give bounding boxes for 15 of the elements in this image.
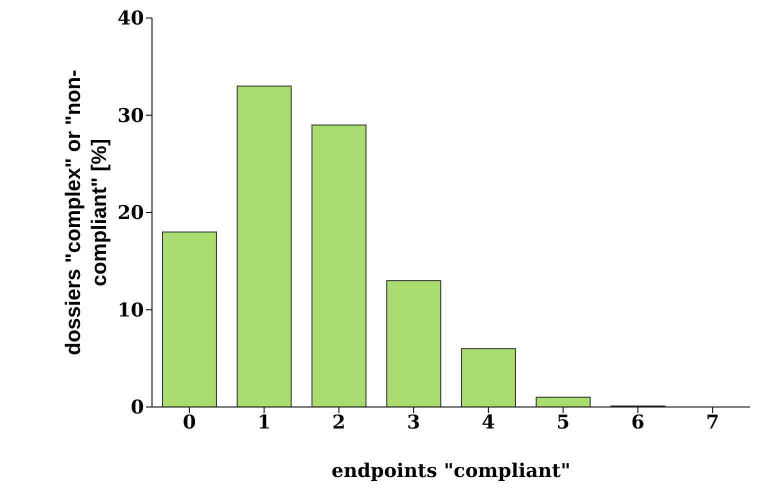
x-tick-label: 1 — [258, 411, 271, 434]
y-axis-title: dossiers "complex" or "non-compliant" [%] — [62, 70, 111, 356]
y-tick-label: 10 — [118, 299, 144, 322]
x-tick-label: 4 — [482, 411, 495, 434]
x-tick-label: 6 — [631, 411, 644, 434]
x-tick-label: 7 — [706, 411, 720, 434]
x-axis-title: endpoints "compliant" — [331, 460, 571, 482]
y-tick-label: 0 — [130, 396, 144, 419]
y-tick-label: 30 — [118, 104, 144, 127]
x-tick-label: 2 — [332, 411, 346, 434]
y-tick-label: 40 — [118, 8, 144, 30]
x-tick-label: 5 — [556, 411, 570, 434]
x-tick-label: 0 — [182, 411, 196, 434]
x-tick-label: 3 — [407, 411, 420, 434]
y-tick-label: 20 — [118, 202, 144, 224]
